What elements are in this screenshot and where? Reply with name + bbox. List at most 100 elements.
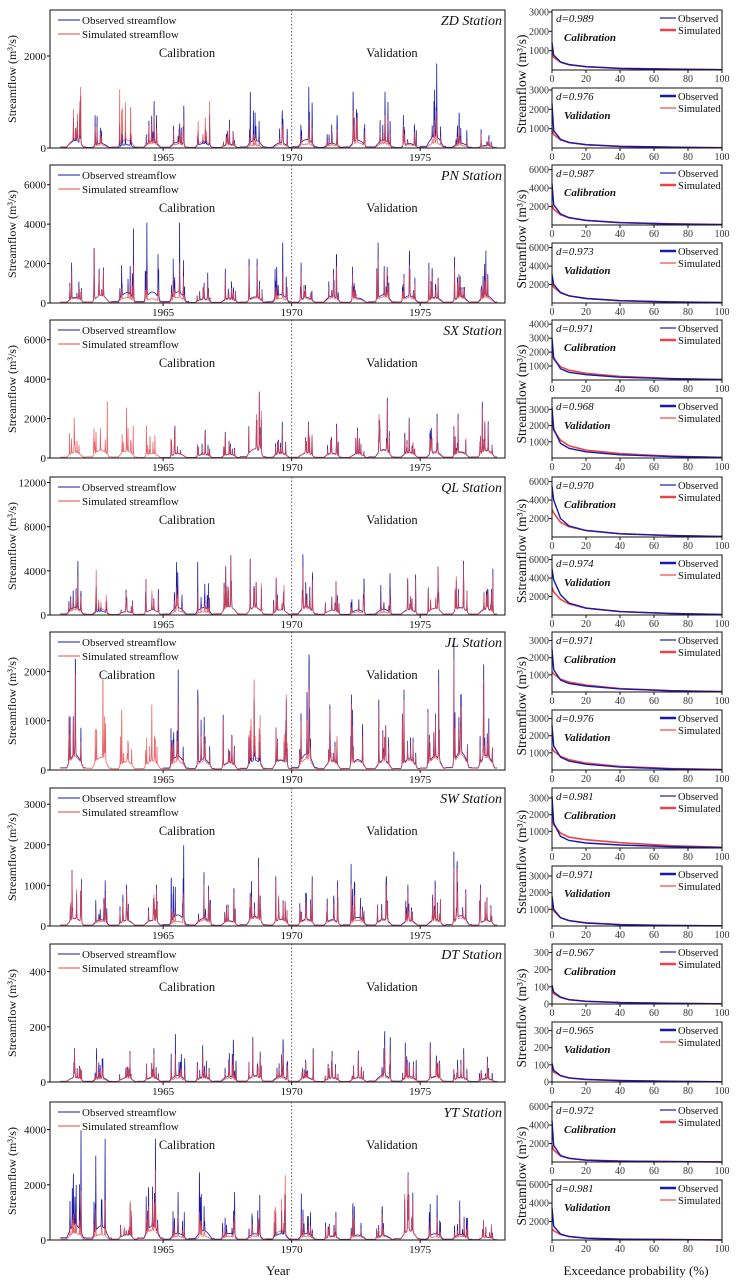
fdc-x-tick-label: 0	[550, 930, 555, 941]
validation-label: Validation	[366, 824, 418, 838]
validation-label: Validation	[564, 1202, 610, 1214]
fdc-y-tick-label: 6000	[529, 243, 549, 254]
fdc-panel-calibration: 1000 2000 3000 0 20 40 60 80 100 d=0.971 Calibrati…	[529, 631, 730, 707]
fdc-y-axis-label: Sstreamflow (m³/s)	[514, 499, 529, 603]
x-tick-label: 1965	[152, 1086, 175, 1098]
simulated-streamflow-line	[60, 391, 498, 458]
fdc-simulated-line	[551, 508, 723, 538]
x-tick-label: 1965	[152, 1244, 175, 1256]
fdc-y-tick-label: 2000	[529, 348, 549, 359]
fdc-x-tick-label: 100	[715, 152, 730, 163]
plot-frame	[49, 164, 506, 304]
simulated-streamflow-line	[60, 1169, 498, 1240]
fdc-y-tick-label: 3000	[529, 714, 549, 725]
fdc-x-tick-label: 60	[649, 1166, 659, 1177]
fdc-legend-observed-label: Observed	[678, 1184, 719, 1195]
x-tick-label: 1975	[409, 930, 432, 942]
calibration-label: Calibration	[564, 1124, 616, 1136]
fdc-x-tick-label: 40	[615, 1086, 625, 1097]
fdc-x-tick-label: 80	[683, 152, 693, 163]
y-tick-label: 0	[41, 298, 47, 310]
fdc-x-tick-label: 80	[683, 462, 693, 473]
fdc-x-tick-label: 20	[581, 774, 591, 785]
agreement-index: d=0.981	[556, 1183, 594, 1195]
fdc-legend-observed-label: Observed	[678, 714, 719, 725]
fdc-panel-validation: 1000 2000 3000 0 20 40 60 80 100 d=0.976 Validatio…	[529, 709, 730, 785]
fdc-x-tick-label: 60	[649, 930, 659, 941]
simulated-streamflow-line	[60, 1042, 498, 1082]
fdc-x-tick-label: 40	[615, 1166, 625, 1177]
legend-observed-label: Observed streamflow	[82, 482, 176, 494]
fdc-y-tick-label: 1000	[529, 437, 549, 448]
y-tick-label: 2000	[24, 840, 47, 852]
fdc-x-tick-label: 20	[581, 619, 591, 630]
fdc-frame	[551, 631, 723, 693]
fdc-x-tick-label: 0	[550, 774, 555, 785]
fdc-observed-line	[551, 895, 723, 927]
plot-frame	[49, 943, 506, 1083]
fdc-x-tick-label: 80	[683, 1244, 693, 1255]
fdc-x-tick-label: 20	[581, 696, 591, 707]
x-tick-label: 1970	[281, 462, 304, 474]
x-tick-label: 1965	[152, 930, 175, 942]
legend-observed-label: Observed streamflow	[82, 15, 176, 27]
fdc-observed-line	[551, 183, 723, 226]
fdc-legend-observed-label: Observed	[678, 792, 719, 803]
y-tick-label: 4000	[24, 219, 47, 231]
validation-label: Validation	[564, 420, 610, 432]
station-label: ZD Station	[441, 14, 502, 29]
fdc-x-tick-label: 40	[615, 1244, 625, 1255]
fdc-y-tick-label: 0	[544, 1078, 549, 1089]
fdc-y-tick-label: 1000	[529, 124, 549, 135]
station-label: DT Station	[440, 948, 502, 963]
fdc-y-tick-label: 3000	[529, 85, 549, 96]
agreement-index: d=0.976	[556, 91, 594, 103]
calibration-label: Calibration	[99, 668, 156, 682]
legend-observed-label: Observed streamflow	[82, 325, 176, 337]
fdc-panel-validation: 1000 2000 3000 0 20 40 60 80 100 d=0.968 Validatio…	[529, 397, 730, 473]
fdc-y-tick-label: 100	[534, 1060, 549, 1071]
fdc-x-tick-label: 20	[581, 152, 591, 163]
fdc-y-tick-label: 2000	[529, 731, 549, 742]
fdc-y-tick-label: 1000	[529, 905, 549, 916]
fdc-legend-observed-label: Observed	[678, 870, 719, 881]
legend-simulated-label: Simulated streamflow	[82, 29, 179, 41]
y-axis-label: Streamflow (m³/s)	[5, 969, 19, 1057]
fdc-x-tick-label: 80	[683, 696, 693, 707]
calibration-label: Calibration	[159, 980, 216, 994]
validation-label: Validation	[366, 1138, 418, 1152]
fdc-legend-simulated-label: Simulated	[678, 571, 721, 582]
fdc-panel-calibration: 2000 4000 6000 0 20 40 60 80 100 d=0.970 Calibrati…	[529, 476, 730, 552]
fdc-y-tick-label: 6000	[529, 165, 549, 176]
fdc-y-tick-label: 0	[544, 1000, 549, 1011]
fdc-simulated-line	[551, 587, 723, 616]
y-tick-label: 200	[30, 1022, 47, 1034]
fdc-x-tick-label: 40	[615, 462, 625, 473]
fdc-x-tick-label: 80	[683, 541, 693, 552]
fdc-legend-observed-label: Observed	[678, 559, 719, 570]
fdc-x-tick-label: 80	[683, 384, 693, 395]
fdc-simulated-line	[551, 747, 723, 771]
fdc-observed-line	[551, 274, 723, 304]
fdc-simulated-line	[551, 351, 723, 381]
station-label: QL Station	[441, 481, 502, 496]
fdc-x-tick-label: 40	[615, 619, 625, 630]
y-tick-label: 0	[41, 1235, 47, 1247]
fdc-y-tick-label: 2000	[529, 592, 549, 603]
fdc-simulated-line	[551, 989, 723, 1005]
legend-simulated-label: Simulated streamflow	[82, 1121, 179, 1133]
x-tick-label: 1975	[409, 307, 432, 319]
fdc-x-tick-label: 60	[649, 74, 659, 85]
station-label: SX Station	[443, 324, 502, 339]
y-tick-label: 2000	[24, 1180, 47, 1192]
fdc-y-axis-label: Streamflow (m³/s)	[514, 969, 529, 1068]
fdc-panel-calibration: 2000 4000 6000 0 20 40 60 80 100 d=0.972 Calibrati…	[529, 1101, 730, 1177]
fdc-simulated-line	[551, 52, 723, 71]
fdc-x-tick-label: 100	[715, 619, 730, 630]
fdc-x-tick-label: 0	[550, 384, 555, 395]
fdc-panel-calibration: 1000 2000 3000 4000 0 20 40 60 80 100 d=0.971 Calib…	[529, 319, 730, 395]
agreement-index: d=0.970	[556, 480, 594, 492]
fdc-x-tick-label: 20	[581, 541, 591, 552]
